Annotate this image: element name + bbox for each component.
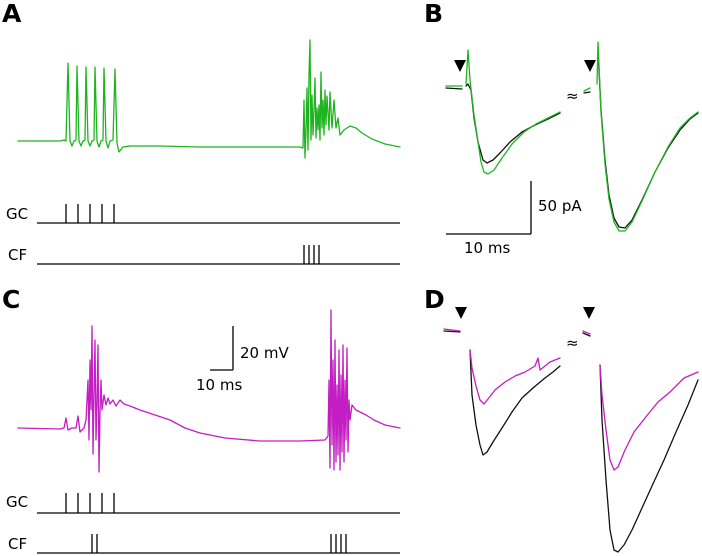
panel-a-voltage-trace [17, 39, 401, 159]
panel-a: GC CF [6, 39, 401, 265]
panel-d-trace-right [582, 330, 699, 471]
panel-c-gc-label: GC [6, 493, 28, 511]
panel-b-scalebar-time-label: 10 ms [464, 239, 510, 257]
panel-b-trace-left [445, 49, 561, 175]
panel-d-control-trace-left [443, 330, 561, 456]
panel-a-gc-label: GC [6, 205, 28, 223]
panel-a-cf-label: CF [8, 246, 27, 264]
panel-b-scalebar-amp-label: 50 pA [538, 197, 582, 215]
panel-b: ≈ 50 pA 10 ms [445, 41, 699, 257]
panel-d-trace-left [443, 328, 561, 405]
panel-d: ≈ [443, 307, 699, 553]
panel-b-stim-arrow-icon-right [584, 60, 596, 72]
panel-b-break-marker: ≈ [566, 87, 579, 105]
panel-d-break-marker: ≈ [566, 334, 579, 352]
panel-b-trace-right [583, 41, 699, 232]
panel-c-scalebar-time-label: 10 ms [196, 376, 242, 394]
panel-b-control-trace-left [445, 83, 561, 164]
panel-c-cf-label: CF [8, 535, 27, 553]
panel-d-control-trace-right [582, 332, 699, 553]
panel-c-voltage-trace [17, 309, 401, 473]
panel-label-a: A [2, 0, 22, 28]
panel-label-b: B [424, 0, 443, 28]
panel-c-scalebar-amp-label: 20 mV [240, 344, 289, 362]
panel-label-d: D [424, 285, 445, 314]
panel-b-control-trace-right [583, 49, 699, 229]
panel-b-stim-arrow-icon-left [454, 60, 466, 72]
panel-d-stim-arrow-icon-left [455, 307, 467, 319]
panel-c: 20 mV 10 ms GC CF [6, 309, 401, 554]
panel-label-c: C [2, 285, 20, 314]
panel-d-stim-arrow-icon-right [583, 307, 595, 319]
